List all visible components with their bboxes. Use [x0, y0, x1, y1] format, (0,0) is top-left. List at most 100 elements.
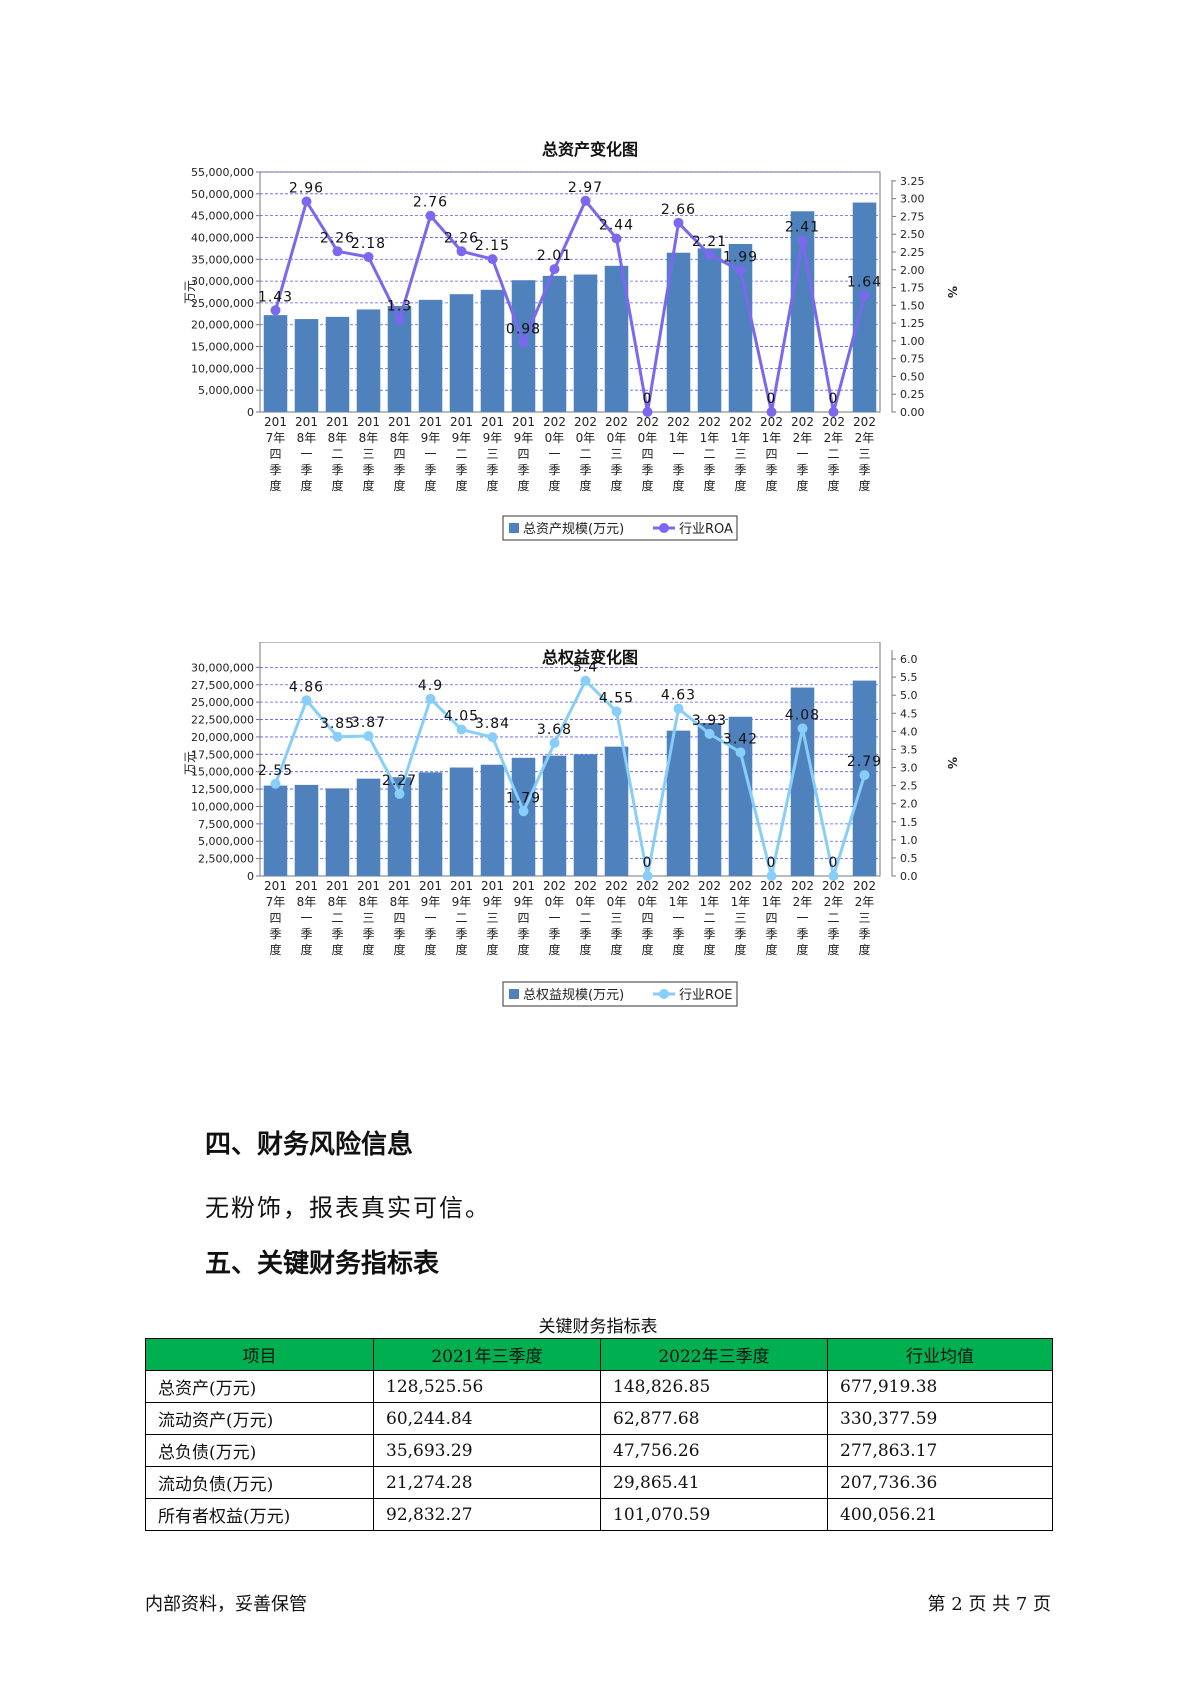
legend-swatch-bar — [509, 989, 519, 999]
table-row: 总负债(万元) 35,693.29 47,756.26 277,863.17 — [145, 1434, 1053, 1467]
x-tick-label: 季 — [610, 463, 622, 477]
x-tick-label: 8年 — [359, 895, 379, 909]
bar — [263, 785, 288, 876]
series-line — [274, 679, 866, 878]
y-tick-label: 20,000,000 — [191, 731, 254, 744]
x-tick-label: 季 — [455, 463, 467, 477]
x-tick-label: 季 — [610, 927, 622, 941]
x-tick-label: 二 — [331, 911, 343, 925]
x-tick-label: 季 — [517, 463, 529, 477]
column-header: 2022年三季度 — [600, 1338, 828, 1371]
x-tick-label: 201 — [264, 879, 287, 893]
x-tick-label: 202 — [543, 879, 566, 893]
x-tick-label: 0年 — [576, 895, 596, 909]
total-equity-chart: 总权益变化图 30,000,000 27,500,000 25,000,000 22,… — [180, 642, 1000, 1082]
x-tick-label: 202 — [543, 415, 566, 429]
x-tick-label: 季 — [703, 463, 715, 477]
x-tick-label: 度 — [579, 942, 591, 957]
x-tick-label: 度 — [579, 478, 591, 493]
x-tick-label: 季 — [641, 463, 653, 477]
x-tick-label: 202 — [574, 415, 597, 429]
x-tick-label: 度 — [641, 942, 653, 957]
y2-tick-label: 2.5 — [900, 780, 918, 793]
bar — [542, 755, 567, 876]
x-tick-label: 二 — [579, 447, 591, 461]
x-tick-label: 三 — [858, 911, 870, 925]
x-tick-label: 202 — [605, 879, 628, 893]
x-tick-label: 度 — [610, 478, 622, 493]
data-point — [828, 407, 839, 417]
footer-confidential-note: 内部资料，妥善保管 — [145, 1594, 307, 1615]
column-header: 项目 — [145, 1338, 374, 1371]
data-label: 2.26 — [444, 230, 479, 246]
data-label: 4.9 — [418, 678, 443, 694]
x-tick-label: 季 — [269, 927, 281, 941]
x-tick-label: 度 — [331, 942, 343, 957]
bar — [511, 757, 536, 876]
x-tick-label: 三 — [362, 911, 374, 925]
x-tick-label: 季 — [517, 927, 529, 941]
y-axis-title: 万元 — [183, 751, 197, 775]
x-tick-label: 202 — [760, 879, 783, 893]
y2-tick-label: 0.00 — [900, 406, 925, 419]
total-equity-chart-svg: 30,000,000 27,500,000 25,000,000 22,500,000… — [183, 642, 959, 1007]
data-label: 1.79 — [506, 790, 541, 806]
bar — [790, 687, 815, 876]
data-point — [580, 675, 591, 686]
x-tick-label: 季 — [393, 463, 405, 477]
table-cell: 60,244.84 — [373, 1402, 601, 1435]
x-tick-label: 二 — [455, 447, 467, 461]
x-tick-label: 一 — [796, 911, 808, 925]
x-tick-label: 9年 — [421, 431, 441, 445]
data-point — [611, 706, 622, 717]
x-tick-label: 度 — [672, 478, 684, 493]
data-point — [332, 246, 343, 257]
x-tick-label: 7年 — [266, 431, 286, 445]
y2-tick-label: 2.50 — [900, 228, 925, 241]
data-label: 2.01 — [537, 248, 572, 264]
legend-label: 总权益规模(万元) — [523, 987, 624, 1003]
x-tick-label: 季 — [548, 463, 560, 477]
x-tick-label: 9年 — [514, 431, 534, 445]
x-tick-label: 季 — [393, 927, 405, 941]
data-point — [797, 235, 808, 246]
y2-tick-label: 5.5 — [900, 671, 918, 684]
y2-axis-title: % — [945, 286, 959, 298]
x-tick-label: 2年 — [793, 431, 813, 445]
bar — [325, 316, 350, 412]
data-point — [456, 724, 467, 735]
y-tick-label: 10,000,000 — [191, 362, 254, 375]
legend-box — [502, 515, 738, 541]
y-tick-label: 35,000,000 — [191, 253, 254, 266]
table-row: 所有者权益(万元) 92,832.27 101,070.59 400,056.2… — [145, 1498, 1053, 1531]
column-header: 行业均值 — [827, 1338, 1053, 1371]
data-point — [301, 196, 312, 207]
x-tick-label: 季 — [796, 463, 808, 477]
x-tick-label: 1年 — [762, 431, 782, 445]
bar — [294, 784, 319, 876]
x-tick-label: 季 — [765, 463, 777, 477]
bar — [356, 309, 381, 412]
x-tick-label: 0年 — [545, 431, 565, 445]
x-tick-label: 一 — [796, 447, 808, 461]
y2-tick-label: 1.0 — [900, 834, 918, 847]
y-tick-label: 50,000,000 — [191, 188, 254, 201]
data-point — [425, 210, 436, 221]
x-tick-label: 201 — [481, 879, 504, 893]
total-assets-chart: 总资产变化图 55,000,000 50,000,000 45,000,000 40,… — [180, 130, 1000, 550]
x-tick-label: 度 — [858, 478, 870, 493]
data-point — [766, 871, 777, 881]
table-caption: 关键财务指标表 — [538, 1317, 658, 1337]
x-tick-label: 度 — [424, 942, 436, 957]
x-tick-label: 季 — [300, 463, 312, 477]
y-tick-label: 0 — [247, 406, 254, 419]
x-tick-label: 202 — [698, 415, 721, 429]
x-tick-label: 四 — [765, 447, 777, 461]
data-point — [363, 731, 374, 742]
x-tick-label: 二 — [331, 447, 343, 461]
x-tick-label: 季 — [300, 927, 312, 941]
data-label: 4.63 — [661, 688, 696, 704]
x-tick-label: 9年 — [483, 895, 503, 909]
data-label: 0 — [767, 391, 777, 407]
y-tick-label: 15,000,000 — [191, 341, 254, 354]
